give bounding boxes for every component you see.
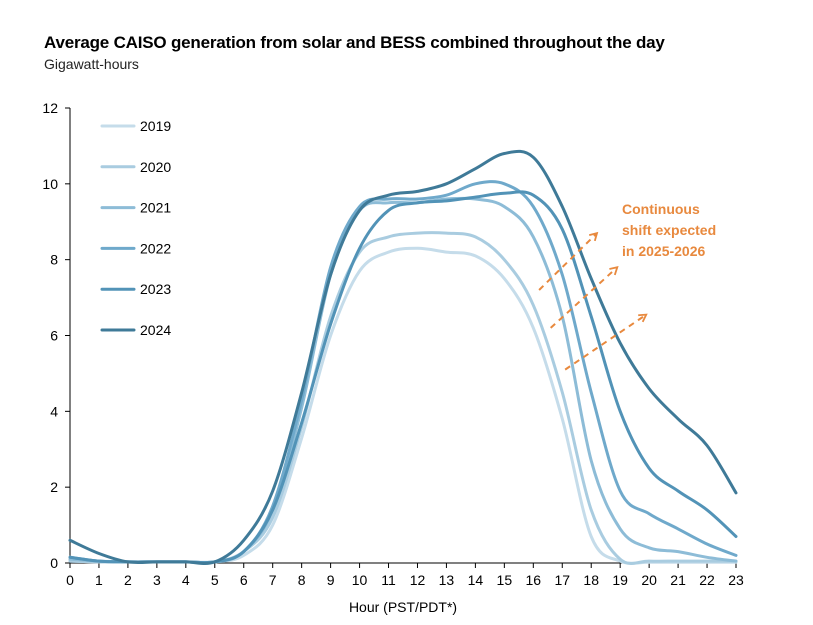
y-tick-label: 6 bbox=[50, 328, 58, 344]
x-tick-label: 16 bbox=[526, 572, 542, 588]
x-tick-label: 20 bbox=[641, 572, 657, 588]
x-tick-label: 13 bbox=[439, 572, 455, 588]
x-tick-label: 14 bbox=[468, 572, 484, 588]
annotation-line: shift expected bbox=[622, 222, 716, 238]
x-tick-label: 10 bbox=[352, 572, 368, 588]
shift-arrow bbox=[538, 231, 599, 291]
x-tick-label: 11 bbox=[381, 572, 396, 588]
chart-title: Average CAISO generation from solar and … bbox=[44, 33, 665, 52]
legend-label-2023: 2023 bbox=[140, 281, 171, 297]
y-tick-label: 4 bbox=[50, 403, 58, 419]
x-tick-label: 3 bbox=[153, 572, 161, 588]
x-tick-label: 0 bbox=[66, 572, 74, 588]
shift-arrow bbox=[550, 266, 619, 329]
x-tick-label: 23 bbox=[728, 572, 744, 588]
annotation-line: in 2025-2026 bbox=[622, 243, 705, 259]
x-tick-label: 6 bbox=[240, 572, 248, 588]
annotation-text: Continuous shift expected in 2025-2026 bbox=[622, 201, 716, 259]
x-tick-label: 15 bbox=[497, 572, 513, 588]
legend-label-2020: 2020 bbox=[140, 159, 171, 175]
y-tick-label: 8 bbox=[50, 252, 58, 268]
x-tick-label: 17 bbox=[554, 572, 570, 588]
y-tick-label: 2 bbox=[50, 479, 58, 495]
x-tick-label: 1 bbox=[95, 572, 103, 588]
x-tick-label: 22 bbox=[699, 572, 715, 588]
legend-label-2019: 2019 bbox=[140, 118, 171, 134]
x-axis-title: Hour (PST/PDT*) bbox=[349, 599, 457, 615]
shift-arrow bbox=[564, 313, 648, 371]
x-tick-label: 19 bbox=[612, 572, 628, 588]
x-tick-label: 4 bbox=[182, 572, 190, 588]
y-tick-label: 0 bbox=[50, 555, 58, 571]
x-tick-label: 21 bbox=[670, 572, 686, 588]
y-tick-label: 10 bbox=[42, 176, 58, 192]
x-tick-label: 12 bbox=[410, 572, 426, 588]
series-line-2024 bbox=[68, 149, 738, 565]
legend-label-2021: 2021 bbox=[140, 200, 171, 216]
x-tick-label: 9 bbox=[327, 572, 335, 588]
legend-label-2022: 2022 bbox=[140, 240, 171, 256]
legend-label-2024: 2024 bbox=[140, 322, 171, 338]
chart-subtitle: Gigawatt-hours bbox=[44, 56, 139, 72]
x-tick-label: 7 bbox=[269, 572, 277, 588]
x-tick-label: 18 bbox=[583, 572, 599, 588]
x-tick-label: 8 bbox=[298, 572, 306, 588]
annotation-line: Continuous bbox=[622, 201, 700, 217]
x-tick-label: 5 bbox=[211, 572, 219, 588]
y-tick-label: 12 bbox=[42, 100, 58, 116]
x-tick-label: 2 bbox=[124, 572, 132, 588]
